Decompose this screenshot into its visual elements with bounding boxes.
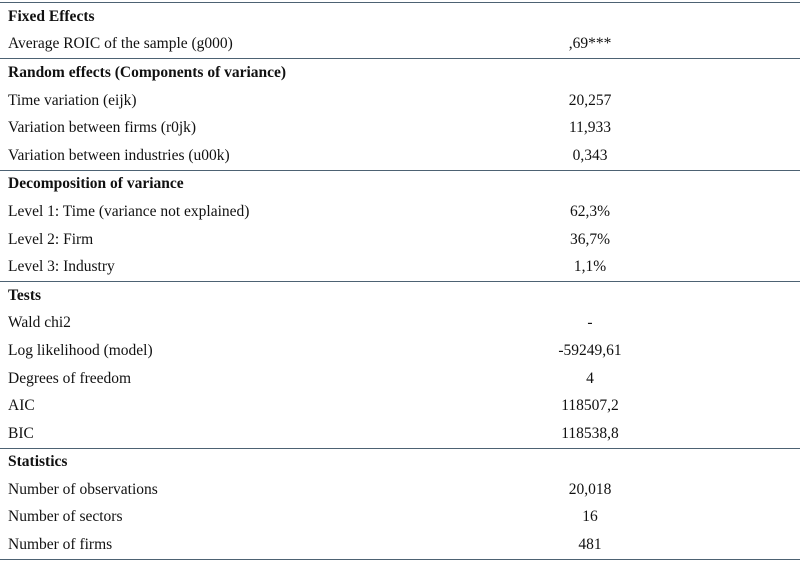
section-blank (380, 169, 800, 199)
row-label: Average ROIC of the sample (g000) (8, 35, 233, 53)
row-value: 36,7% (569, 230, 611, 248)
row-label: Number of sectors (8, 508, 123, 526)
row-label: BIC (8, 424, 34, 442)
table-row: Level 2: Firm 36,7% (0, 226, 800, 254)
table-row: Variation between industries (u00k) 0,343 (0, 142, 800, 170)
row-label: Variation between firms (r0jk) (8, 119, 197, 137)
row-label: Wald chi2 (8, 314, 71, 332)
section-header: Tests (0, 280, 800, 310)
table-row: Average ROIC of the sample (g000) ,69*** (0, 31, 800, 59)
table-row: AIC 118507,2 (0, 392, 800, 420)
row-value: 20,257 (568, 91, 612, 109)
section-title: Decomposition of variance (0, 169, 380, 199)
row-label: Number of observations (8, 480, 158, 498)
table-row: Degrees of freedom 4 (0, 365, 800, 393)
section-header: Random effects (Components of variance) (0, 58, 800, 87)
row-value: 118538,8 (561, 424, 619, 442)
row-value: 62,3% (569, 202, 611, 220)
row-label: Level 1: Time (variance not explained) (8, 202, 250, 220)
row-label: Time variation (eijk) (8, 91, 137, 109)
row-value: 11,933 (568, 119, 612, 137)
row-value: 0,343 (572, 146, 608, 164)
section-title: Statistics (0, 447, 380, 477)
section-header: Statistics (0, 447, 800, 477)
row-label: Log likelihood (model) (8, 341, 153, 359)
table-row: Time variation (eijk) 20,257 (0, 87, 800, 115)
row-value: 481 (380, 531, 800, 560)
table-row: Level 3: Industry 1,1% (0, 253, 800, 281)
section-title: Fixed Effects (0, 1, 380, 31)
row-label: Degrees of freedom (8, 369, 132, 387)
table-row: Number of sectors 16 (0, 504, 800, 532)
section-title: Tests (0, 280, 380, 310)
section-blank (380, 58, 800, 87)
row-label: AIC (8, 397, 35, 415)
table-row: Variation between firms (r0jk) 11,933 (0, 114, 800, 142)
row-value: 118507,2 (561, 397, 619, 415)
row-label: Level 3: Industry (8, 258, 115, 276)
row-label: Level 2: Firm (8, 230, 94, 248)
row-value: 16 (582, 508, 598, 526)
section-title: Random effects (Components of variance) (0, 58, 380, 87)
section-blank (380, 280, 800, 310)
row-value: ,69*** (568, 35, 612, 53)
row-label: Number of firms (0, 531, 380, 560)
row-value: 4 (586, 369, 594, 387)
table-row: Number of firms 481 (0, 531, 800, 560)
row-value: 20,018 (568, 480, 612, 498)
section-blank (380, 447, 800, 477)
section-header: Fixed Effects (0, 1, 800, 31)
table-row: Number of observations 20,018 (0, 476, 800, 504)
table-row: Log likelihood (model) -59249,61 (0, 337, 800, 365)
section-blank (380, 1, 800, 31)
table-row: Wald chi2 - (0, 310, 800, 338)
table-row: Level 1: Time (variance not explained) 62… (0, 198, 800, 226)
row-value: - (587, 314, 593, 332)
row-label: Variation between industries (u00k) (8, 146, 230, 164)
row-value: 1,1% (573, 258, 607, 276)
row-value: -59249,61 (558, 341, 622, 359)
table-row: BIC 118538,8 (0, 420, 800, 448)
section-header: Decomposition of variance (0, 169, 800, 199)
